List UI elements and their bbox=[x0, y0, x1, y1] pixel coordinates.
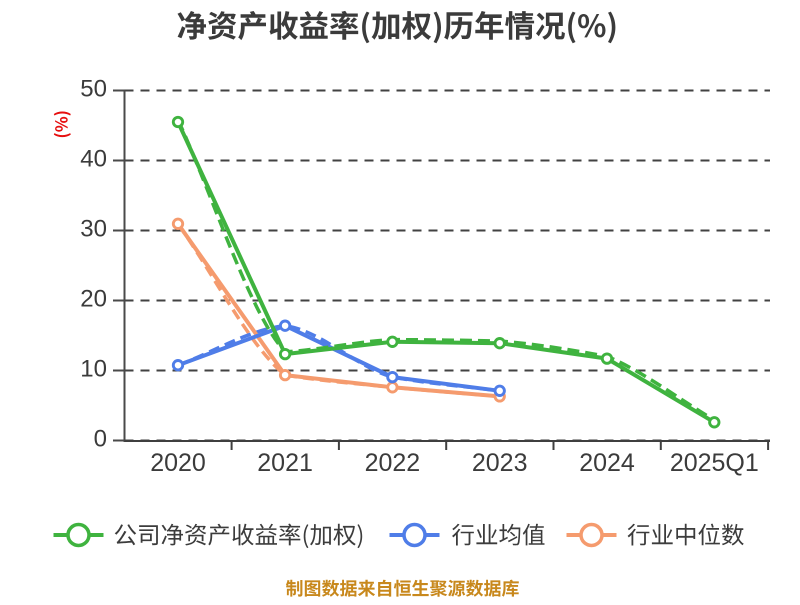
svg-text:50: 50 bbox=[80, 76, 107, 103]
svg-text:2022: 2022 bbox=[365, 449, 421, 477]
svg-text:40: 40 bbox=[80, 146, 107, 173]
svg-text:2023: 2023 bbox=[472, 449, 528, 477]
svg-text:2025Q1: 2025Q1 bbox=[670, 449, 759, 477]
svg-text:10: 10 bbox=[80, 356, 107, 383]
svg-text:2021: 2021 bbox=[257, 449, 313, 477]
svg-text:2024: 2024 bbox=[579, 449, 635, 477]
svg-text:2020: 2020 bbox=[150, 449, 206, 477]
svg-text:30: 30 bbox=[80, 216, 107, 243]
svg-text:20: 20 bbox=[80, 286, 107, 313]
svg-text:0: 0 bbox=[94, 426, 107, 453]
